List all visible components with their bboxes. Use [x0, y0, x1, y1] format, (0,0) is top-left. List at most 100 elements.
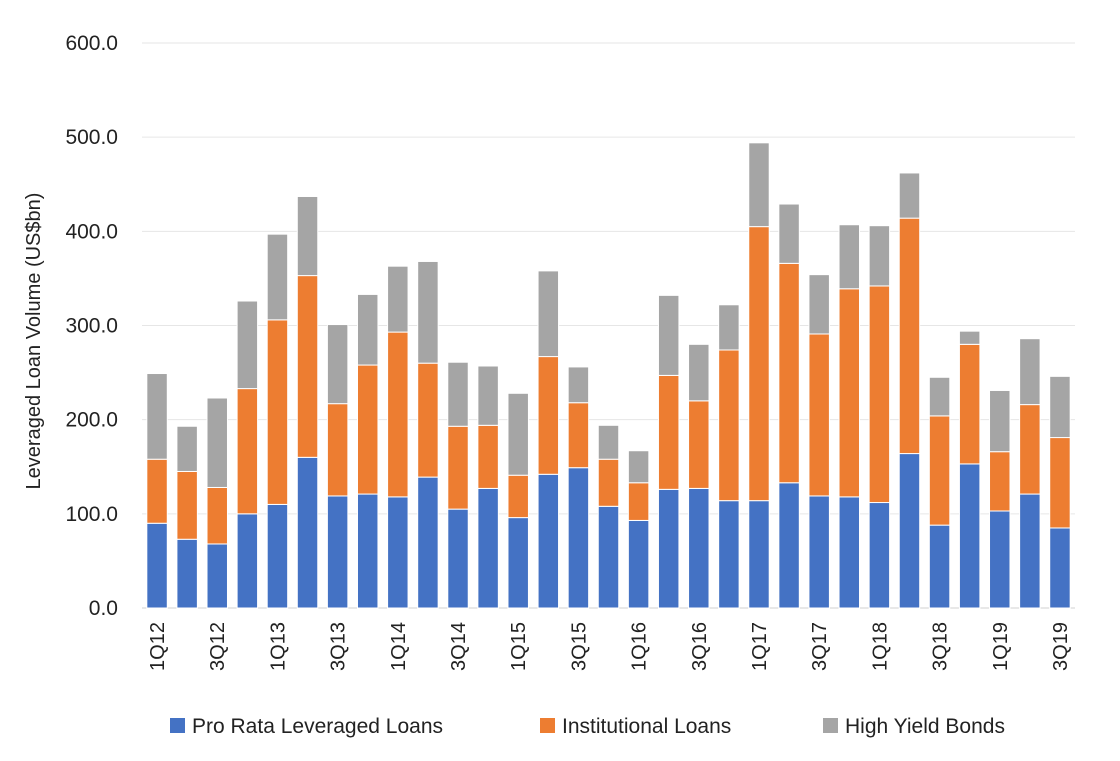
bar-segment [1049, 527, 1071, 609]
legend: Pro Rata Leveraged Loans Institutional Lo… [170, 715, 1005, 738]
bar-segment [417, 260, 439, 364]
bar-segment [356, 493, 379, 609]
bar-segment [627, 482, 650, 521]
bar-segment [688, 343, 710, 402]
bar-segment [1049, 375, 1071, 439]
x-tick-label: 3Q17 [809, 622, 831, 671]
bar-segment [778, 203, 800, 264]
x-tick-label: 1Q15 [508, 622, 530, 671]
bar-segment [989, 389, 1011, 453]
x-tick-label: 3Q16 [689, 622, 711, 671]
x-tick-label: 3Q12 [207, 622, 229, 671]
bar-segment [718, 304, 740, 351]
bar-segment [176, 470, 198, 540]
bar-segment [296, 195, 319, 277]
bar-segment [146, 458, 168, 524]
x-tick-label: 1Q12 [147, 622, 169, 671]
bar-segment [266, 233, 289, 321]
y-tick-label: 0.0 [89, 597, 118, 620]
bar-segment [266, 503, 289, 609]
bar-segment [838, 496, 861, 609]
y-tick-label: 200.0 [65, 409, 118, 432]
bar-segment [447, 425, 469, 510]
bar-segment [417, 362, 439, 478]
bar-segment [356, 293, 379, 366]
bars [146, 142, 1071, 609]
bar-segment [958, 330, 981, 345]
bar-segment [537, 473, 560, 609]
y-tick-label: 100.0 [65, 503, 118, 526]
bar-segment [567, 402, 590, 469]
bar-segment [989, 451, 1011, 512]
y-tick-label: 500.0 [65, 126, 118, 149]
bar-segment [146, 522, 168, 609]
bar-segment [657, 294, 680, 376]
bar-segment [597, 458, 620, 507]
y-tick-label: 300.0 [65, 315, 118, 338]
bar-segment [477, 487, 499, 609]
bar-segment [326, 403, 349, 497]
bar-segment [417, 476, 439, 609]
bar-segment [387, 496, 409, 609]
bar-segment [146, 373, 168, 460]
bar-segment [838, 224, 861, 290]
bar-segment [778, 262, 800, 484]
bar-segment [236, 300, 259, 390]
bar-segment [718, 500, 740, 609]
x-axis-tick-labels: 1Q12 3Q12 1Q13 3Q13 1Q14 3Q14 1Q15 3Q15 1Q16 3Q16… [147, 622, 1072, 671]
bar-segment [206, 486, 228, 545]
x-tick-label: 1Q16 [629, 622, 651, 671]
bar-segment [597, 424, 620, 460]
legend-label: Institutional Loans [562, 715, 731, 738]
bar-segment [808, 333, 830, 497]
x-tick-label: 1Q19 [990, 622, 1012, 671]
bar-segment [989, 510, 1011, 609]
bar-segment [688, 400, 710, 489]
bar-segment [507, 517, 529, 609]
x-tick-label: 3Q13 [328, 622, 350, 671]
legend-label: Pro Rata Leveraged Loans [192, 715, 443, 738]
x-tick-label: 1Q17 [749, 622, 771, 671]
bar-segment [567, 467, 590, 609]
bar-segment [627, 519, 650, 609]
bar-segment [868, 502, 891, 609]
x-tick-label: 3Q18 [930, 622, 952, 671]
bar-segment [477, 365, 499, 426]
x-tick-label: 1Q14 [388, 622, 410, 671]
bar-segment [868, 285, 891, 504]
bar-segment [447, 508, 469, 609]
y-axis-title: Leveraged Loan Volume (US$bn) [23, 193, 45, 490]
bar-segment [477, 424, 499, 489]
bar-segment [898, 172, 921, 219]
bar-segment [206, 543, 228, 609]
bar-segment [657, 374, 680, 490]
x-tick-label: 3Q19 [1050, 622, 1072, 671]
legend-swatch [823, 718, 838, 733]
bar-segment [1049, 437, 1071, 529]
bar-segment [236, 513, 259, 609]
bar-segment [808, 274, 830, 335]
bar-segment [507, 392, 529, 476]
bar-segment [748, 226, 770, 502]
bar-segment [928, 376, 951, 417]
bar-segment [748, 142, 770, 228]
bar-segment [387, 331, 409, 498]
bar-segment [266, 319, 289, 505]
bar-segment [778, 482, 800, 609]
bar-segment [236, 388, 259, 515]
bar-segment [537, 270, 560, 358]
bar-segment [657, 488, 680, 609]
bar-segment [326, 495, 349, 609]
x-tick-label: 3Q15 [568, 622, 590, 671]
y-tick-label: 400.0 [65, 220, 118, 243]
x-tick-label: 1Q13 [267, 622, 289, 671]
bar-segment [326, 324, 349, 405]
legend-label: High Yield Bonds [845, 715, 1005, 738]
bar-segment [718, 349, 740, 502]
bar-segment [928, 524, 951, 609]
bar-segment [176, 538, 198, 609]
x-tick-label: 3Q14 [448, 622, 470, 671]
bar-segment [567, 366, 590, 404]
bar-segment [808, 495, 830, 609]
